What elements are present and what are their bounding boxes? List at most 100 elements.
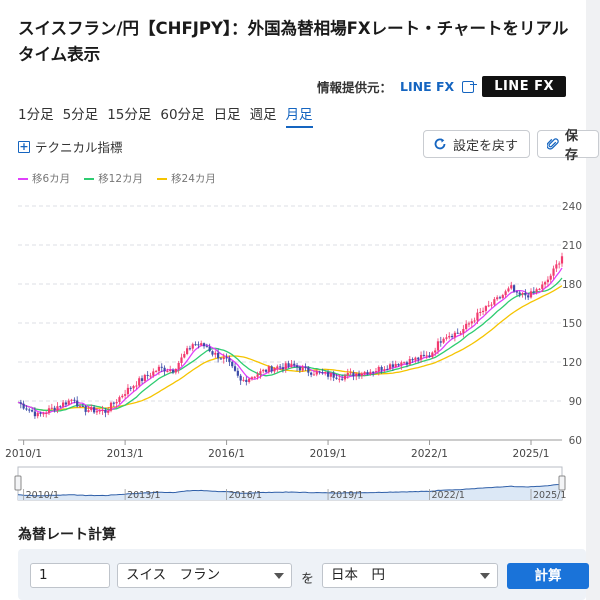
ma24-line bbox=[17, 285, 563, 412]
y-tick-label: 240 bbox=[562, 201, 582, 213]
navigator-tick-label: 2016/1 bbox=[229, 490, 262, 501]
candle-body bbox=[400, 362, 403, 366]
candle-body bbox=[109, 402, 113, 411]
candle-body bbox=[462, 329, 465, 333]
navigator-right-handle[interactable] bbox=[558, 475, 566, 491]
candle-body bbox=[163, 367, 166, 372]
candle-body bbox=[315, 371, 318, 375]
to-currency-select[interactable]: 日本 円 bbox=[322, 563, 498, 588]
tab-60min[interactable]: 60分足 bbox=[160, 107, 205, 123]
candle-body bbox=[321, 372, 324, 374]
candle-body bbox=[293, 363, 296, 366]
save-button[interactable]: 保存 bbox=[537, 129, 599, 163]
candle-body bbox=[138, 378, 141, 386]
chart-legend: 移6カ月 移12カ月 移24カ月 bbox=[18, 171, 216, 186]
candle-body bbox=[397, 363, 400, 366]
candle-body bbox=[250, 377, 254, 379]
navigator-tick-label: 2025/1 bbox=[533, 490, 566, 501]
candle-body bbox=[25, 408, 28, 410]
candle-body bbox=[242, 379, 245, 381]
candle-body bbox=[465, 323, 468, 330]
candle-body bbox=[284, 363, 287, 370]
candle-body bbox=[95, 411, 99, 413]
x-tick-label: 2016/1 bbox=[208, 448, 245, 460]
candle-body bbox=[479, 311, 482, 313]
technical-indicator-toggle[interactable]: + テクニカル指標 bbox=[18, 137, 123, 156]
candle-body bbox=[445, 337, 448, 339]
from-currency-value: スイス フラン bbox=[126, 567, 221, 583]
calculate-button[interactable]: 計算 bbox=[507, 563, 589, 589]
legend-label: 移12カ月 bbox=[98, 173, 144, 185]
candle-body bbox=[160, 366, 163, 368]
tab-daily[interactable]: 日足 bbox=[213, 107, 241, 123]
candle-body bbox=[236, 370, 239, 376]
candle-body bbox=[50, 407, 53, 409]
candle-body bbox=[425, 355, 428, 357]
candle-body bbox=[434, 350, 437, 353]
candle-body bbox=[188, 348, 192, 350]
candle-body bbox=[115, 401, 118, 404]
candle-body bbox=[529, 291, 533, 298]
candle-body bbox=[36, 412, 39, 417]
amount-input[interactable]: 1 bbox=[30, 563, 110, 588]
candle-body bbox=[64, 402, 68, 405]
tab-5min[interactable]: 5分足 bbox=[62, 107, 99, 123]
candle-body bbox=[290, 363, 293, 367]
x-tick-label: 2019/1 bbox=[310, 448, 347, 460]
price-chart[interactable]: 60 90 120 150 180 210 240 2010/1 2013/1 2016/1 201… bbox=[0, 190, 586, 510]
calculator-title: 為替レート計算 bbox=[18, 527, 116, 543]
tab-monthly[interactable]: 月足 bbox=[285, 103, 313, 128]
provider-link[interactable]: LINE FX bbox=[400, 79, 455, 94]
candle-body bbox=[459, 332, 462, 334]
x-tick-label: 2010/1 bbox=[5, 448, 42, 460]
candle-body bbox=[524, 293, 527, 296]
plus-box-icon: + bbox=[18, 139, 30, 153]
candle-body bbox=[84, 406, 87, 412]
candle-body bbox=[357, 373, 361, 376]
candle-body bbox=[369, 371, 372, 375]
candle-body bbox=[70, 399, 73, 401]
external-link-icon[interactable] bbox=[462, 80, 478, 93]
candle-body bbox=[67, 400, 70, 405]
candle-body bbox=[419, 354, 423, 360]
legend-swatch bbox=[157, 177, 168, 180]
legend-item-ma12: 移12カ月 bbox=[84, 171, 143, 186]
candle-body bbox=[335, 377, 338, 379]
candle-body bbox=[439, 341, 442, 343]
candle-body bbox=[107, 410, 110, 413]
from-currency-select[interactable]: スイス フラン bbox=[117, 563, 292, 588]
tab-1min[interactable]: 1分足 bbox=[18, 107, 54, 123]
candle-body bbox=[73, 399, 76, 401]
candle-body bbox=[394, 363, 397, 367]
save-label: 保存 bbox=[565, 129, 579, 163]
tab-15min[interactable]: 15分足 bbox=[107, 107, 152, 123]
candle-body bbox=[422, 354, 425, 356]
candle-body bbox=[312, 374, 316, 376]
candle-body bbox=[431, 352, 434, 358]
candle-body bbox=[124, 394, 127, 396]
tab-weekly[interactable]: 週足 bbox=[249, 107, 277, 123]
candle-body bbox=[166, 371, 169, 373]
candle-body bbox=[140, 378, 144, 381]
candle-body bbox=[90, 407, 93, 411]
candle-body bbox=[200, 343, 203, 346]
y-tick-label: 120 bbox=[562, 357, 582, 369]
candle-body bbox=[76, 400, 79, 407]
candle-body bbox=[543, 282, 547, 285]
candle-body bbox=[30, 410, 34, 412]
candle-body bbox=[546, 279, 550, 283]
navigator-left-handle[interactable] bbox=[14, 475, 22, 491]
candle-body bbox=[386, 369, 389, 371]
candle-body bbox=[208, 346, 211, 352]
candle-body bbox=[338, 378, 341, 380]
ma12-line bbox=[17, 277, 563, 412]
candle-body bbox=[183, 353, 186, 358]
candle-body bbox=[33, 411, 37, 417]
candle-body bbox=[118, 397, 121, 402]
reset-settings-button[interactable]: 設定を戻す bbox=[423, 130, 530, 158]
candle-body bbox=[233, 366, 237, 371]
ma6-line bbox=[17, 267, 563, 414]
candle-body bbox=[42, 413, 45, 415]
x-tick-label: 2022/1 bbox=[411, 448, 448, 460]
